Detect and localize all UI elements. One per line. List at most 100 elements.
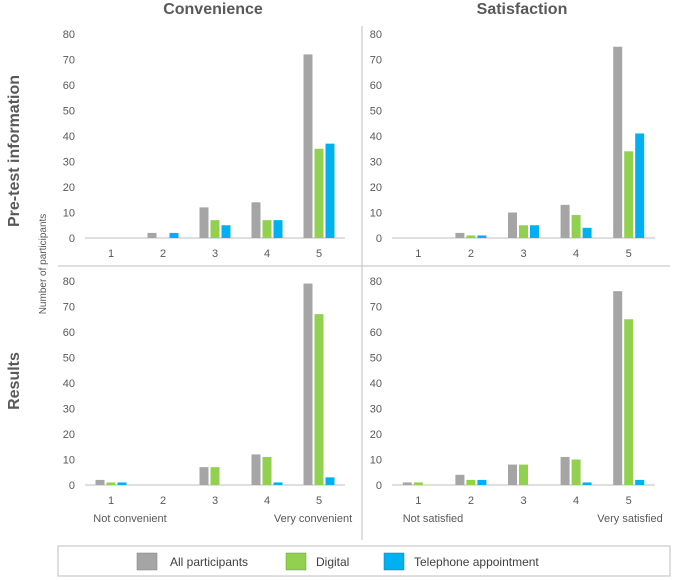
- y-tick-label: 0: [376, 480, 382, 492]
- bar-digital-2: [466, 479, 476, 485]
- anchor-not-satisfied: Not satisfied: [403, 513, 464, 525]
- bar-all-5: [613, 291, 623, 485]
- y-tick-label: 80: [370, 29, 382, 41]
- x-tick-label: 1: [108, 495, 114, 507]
- panel-pretest-satisfaction: 0 10 20 30 40 50 60 70 80 1 2 3 4 5: [370, 29, 655, 260]
- bar-digital-4: [571, 215, 581, 238]
- bar-all-1: [402, 482, 412, 485]
- y-tick-label: 30: [63, 157, 75, 169]
- y-tick-label: 20: [63, 182, 75, 194]
- x-tick-label: 3: [212, 248, 218, 260]
- x-tick-label: 4: [264, 495, 270, 507]
- y-tick-label: 70: [370, 55, 382, 67]
- y-tick-label: 80: [63, 29, 75, 41]
- y-tick-label: 50: [370, 353, 382, 365]
- bar-all-4: [560, 204, 570, 238]
- anchor-very-convenient: Very convenient: [274, 513, 352, 525]
- y-tick-label: 80: [370, 276, 382, 288]
- panel-pretest-convenience: 0 10 20 30 40 50 60 70 80 1 2 3 4 5: [63, 29, 345, 260]
- bar-telephone-4: [582, 482, 592, 485]
- y-tick-label: 30: [370, 157, 382, 169]
- y-tick-label: 20: [370, 429, 382, 441]
- y-axis-label: Number of participants: [38, 214, 49, 315]
- y-tick-label: 0: [69, 480, 75, 492]
- y-tick-label: 60: [63, 327, 75, 339]
- x-tick-label: 4: [573, 495, 579, 507]
- bar-all-3: [508, 212, 517, 238]
- bar-telephone-2: [169, 232, 179, 238]
- y-tick-label: 10: [370, 208, 382, 220]
- legend-label-telephone: Telephone appointment: [414, 555, 539, 569]
- x-tick-label: 5: [316, 248, 322, 260]
- x-tick-label: 1: [415, 495, 421, 507]
- y-tick-label: 60: [370, 80, 382, 92]
- bar-all-5: [303, 54, 313, 239]
- bar-digital-5: [314, 148, 324, 238]
- x-tick-label: 5: [316, 495, 322, 507]
- bar-all-2: [455, 474, 465, 485]
- bar-digital-3: [210, 220, 220, 238]
- anchor-not-convenient: Not convenient: [93, 513, 166, 525]
- x-tick-label: 4: [264, 248, 270, 260]
- bar-digital-3: [519, 225, 528, 238]
- y-tick-label: 40: [370, 131, 382, 143]
- bar-digital-4: [262, 456, 272, 485]
- bar-all-3: [199, 207, 209, 238]
- x-tick-label: 3: [520, 495, 526, 507]
- bar-digital-4: [571, 459, 581, 485]
- y-tick-label: 10: [370, 455, 382, 467]
- y-tick-label: 70: [63, 55, 75, 67]
- bar-digital-5: [314, 314, 324, 485]
- bar-all-2: [147, 232, 157, 238]
- bar-telephone-2: [477, 235, 487, 238]
- column-title-satisfaction: Satisfaction: [477, 1, 568, 18]
- bar-digital-3: [519, 464, 528, 485]
- bar-digital-1: [413, 482, 423, 485]
- y-tick-label: 30: [370, 404, 382, 416]
- x-tick-label: 4: [573, 248, 579, 260]
- bar-all-3: [508, 464, 517, 485]
- y-tick-label: 20: [370, 182, 382, 194]
- y-tick-label: 70: [370, 302, 382, 314]
- y-tick-label: 40: [63, 131, 75, 143]
- bar-telephone-5: [635, 133, 645, 238]
- bar-digital-5: [624, 151, 634, 238]
- legend-item-digital: Digital: [285, 552, 349, 571]
- bar-telephone-5: [635, 479, 645, 485]
- x-tick-label: 2: [160, 248, 166, 260]
- bar-all-3: [199, 467, 209, 485]
- bar-digital-2: [466, 235, 476, 238]
- bar-all-5: [303, 283, 313, 485]
- y-tick-label: 80: [63, 276, 75, 288]
- legend-item-all: All participants: [136, 552, 248, 571]
- x-tick-label: 2: [160, 495, 166, 507]
- legend-label-all: All participants: [170, 555, 248, 569]
- row-title-results: Results: [6, 352, 23, 410]
- bar-telephone-4: [582, 227, 592, 238]
- bar-digital-4: [262, 220, 272, 238]
- panel-results-convenience: 0 10 20 30 40 50 60 70 80 1 2 3 4 5: [63, 276, 345, 507]
- bar-telephone-2: [477, 479, 487, 485]
- y-tick-label: 60: [370, 327, 382, 339]
- y-tick-label: 70: [63, 302, 75, 314]
- y-tick-label: 10: [63, 208, 75, 220]
- y-tick-label: 0: [376, 233, 382, 245]
- bar-digital-5: [624, 319, 634, 485]
- bar-all-4: [251, 202, 261, 238]
- y-tick-label: 50: [63, 106, 75, 118]
- y-tick-label: 10: [63, 455, 75, 467]
- x-tick-label: 1: [415, 248, 421, 260]
- y-tick-label: 50: [63, 353, 75, 365]
- bar-telephone-4: [273, 220, 283, 238]
- row-title-pretest: Pre-test information: [6, 75, 23, 227]
- bar-all-5: [613, 46, 623, 238]
- x-tick-label: 1: [108, 248, 114, 260]
- x-tick-label: 5: [626, 248, 632, 260]
- bar-telephone-5: [325, 143, 335, 238]
- bar-telephone-3: [530, 225, 539, 238]
- bar-telephone-1: [117, 482, 127, 485]
- y-tick-label: 20: [63, 429, 75, 441]
- legend-swatch-all: [136, 552, 158, 571]
